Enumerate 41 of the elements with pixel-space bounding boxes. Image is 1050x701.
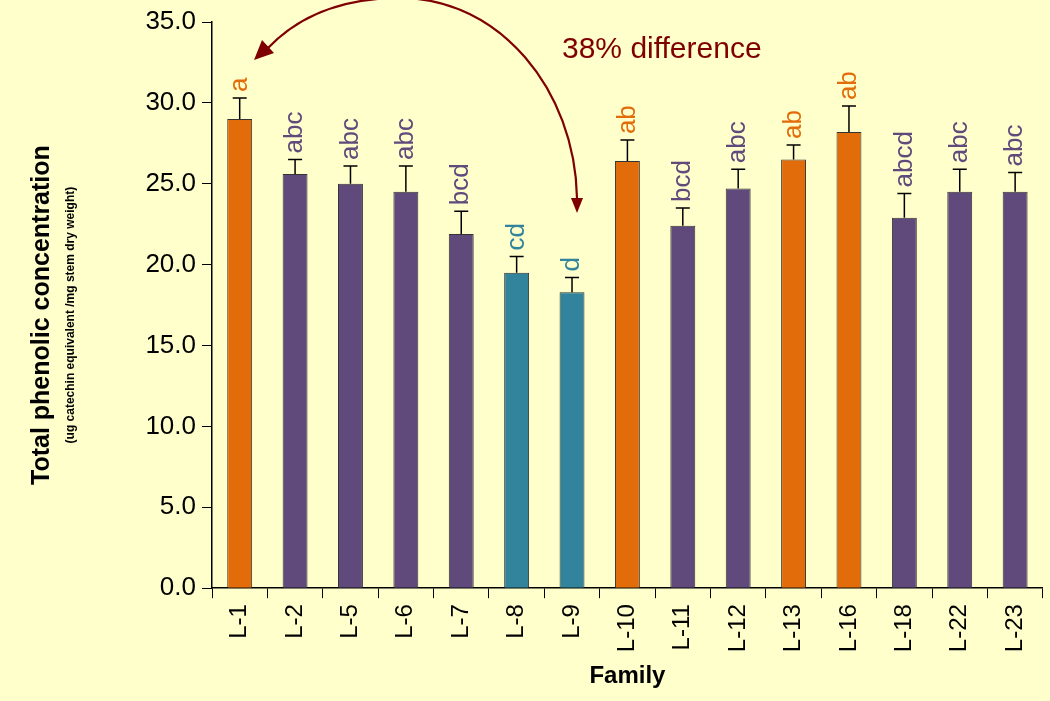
y-tick-label: 25.0 (145, 166, 196, 197)
annotation: abc (998, 124, 1029, 167)
annotation: a (222, 77, 253, 93)
annotation: abcd (887, 131, 918, 188)
annotation: bcd (665, 160, 696, 203)
annotation: abc (389, 118, 420, 160)
x-tick-label: L-1 (224, 604, 252, 639)
annotation: ab (610, 105, 641, 135)
y-tick-label: 10.0 (145, 409, 196, 440)
annotation: abc (942, 121, 973, 164)
annotation: bcd (444, 163, 475, 206)
x-tick-label: L-6 (390, 604, 418, 639)
y-tick-label: 15.0 (145, 328, 196, 359)
x-tick-label: L-23 (999, 604, 1027, 653)
x-axis-title: Family (589, 661, 667, 689)
annotation: abc (333, 118, 364, 160)
x-tick-label: L-12 (722, 604, 750, 653)
annotation: abc (721, 121, 752, 164)
x-tick-label: L-5 (335, 604, 363, 639)
y-tick-label: 35.0 (145, 5, 196, 36)
x-tick-label: L-9 (556, 604, 584, 639)
x-tick-label: L-2 (279, 604, 307, 639)
annotation: cd (499, 223, 530, 251)
annotation: d (555, 257, 586, 272)
annotation: ab (776, 110, 807, 139)
y-tick-label: 5.0 (159, 490, 196, 521)
x-tick-label: L-18 (888, 604, 916, 653)
x-tick-label: L-10 (612, 604, 640, 653)
y-tick-label: 20.0 (145, 247, 196, 278)
annotation: abc (278, 111, 309, 154)
annotation: ab (832, 71, 863, 101)
x-tick-label: L-22 (944, 604, 972, 653)
x-tick-label: L-11 (667, 604, 695, 651)
x-tick-label: L-16 (833, 604, 861, 653)
x-tick-label: L-13 (778, 604, 806, 653)
x-tick-label: L-7 (445, 604, 473, 639)
y-tick-label: 0.0 (159, 571, 196, 602)
annotation: 38% difference (562, 31, 762, 65)
x-tick-label: L-8 (501, 604, 529, 639)
y-axis-title: Total phenolic concentration (ug catechin equivalent /mg stem dry weight) (25, 145, 78, 485)
y-tick-label: 30.0 (145, 86, 196, 117)
